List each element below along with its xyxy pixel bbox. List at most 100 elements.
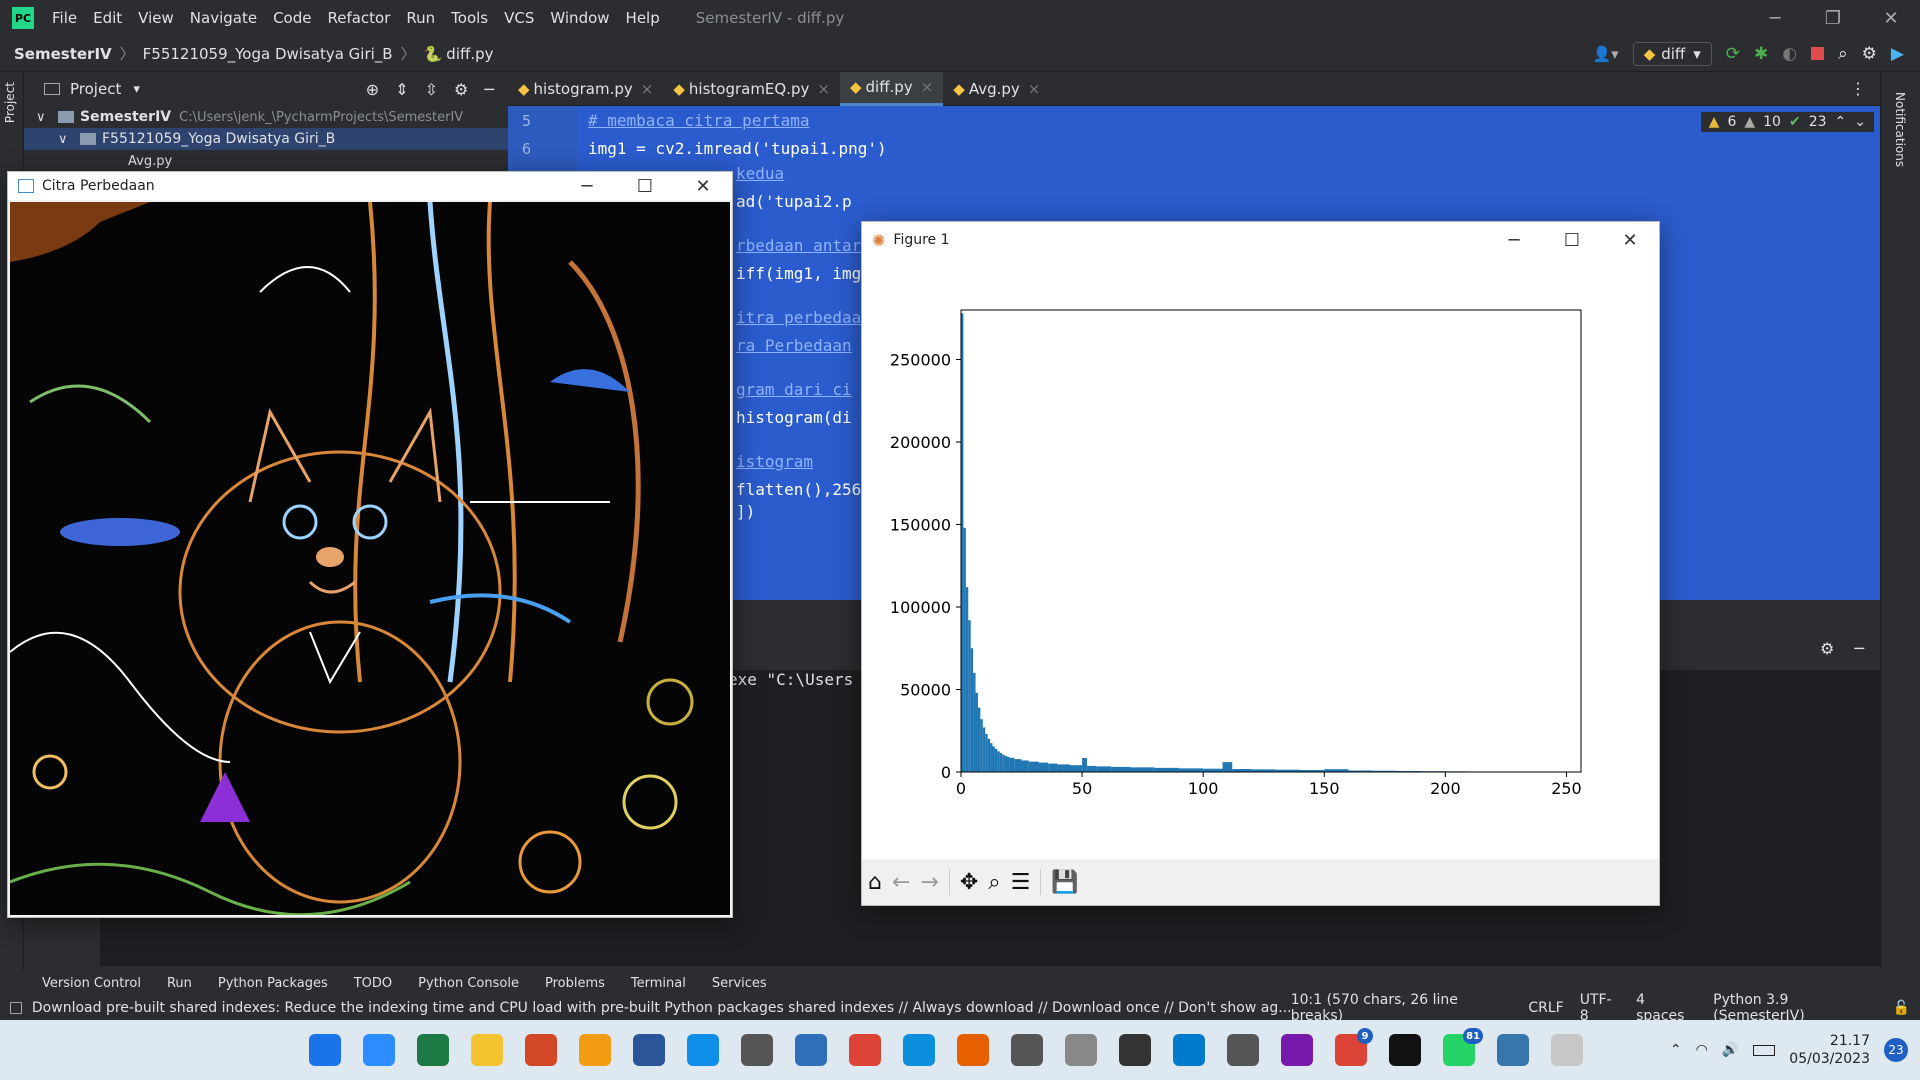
- close-icon[interactable]: ×: [817, 79, 830, 98]
- notification-badge[interactable]: 23: [1884, 1038, 1908, 1062]
- taskbar-python-icon[interactable]: [1497, 1034, 1529, 1066]
- tree-item-folder[interactable]: ∨ F55121059_Yoga Dwisatya Giri_B: [24, 128, 508, 150]
- gear-icon[interactable]: ⚙: [1820, 638, 1835, 658]
- run-config-selector[interactable]: ◆ diff ▾: [1632, 41, 1712, 66]
- more-options-icon[interactable]: ⋮: [1850, 79, 1866, 98]
- taskbar-excel-icon[interactable]: [417, 1034, 449, 1066]
- taskbar-onenote-icon[interactable]: [1281, 1034, 1313, 1066]
- gear-icon[interactable]: ⚙: [454, 79, 469, 99]
- chevron-up-icon[interactable]: ⌃: [1669, 1042, 1682, 1058]
- taskbar-app-icon[interactable]: [741, 1034, 773, 1066]
- menu-refactor[interactable]: Refactor: [327, 9, 391, 27]
- taskbar-word-icon[interactable]: [633, 1034, 665, 1066]
- status-item[interactable]: UTF-8: [1579, 992, 1612, 1024]
- tool-window-terminal[interactable]: Terminal: [630, 975, 686, 991]
- taskbar-notes-icon[interactable]: [1119, 1034, 1151, 1066]
- menu-code[interactable]: Code: [273, 9, 312, 27]
- configure-icon[interactable]: ☰: [1010, 869, 1031, 895]
- battery-icon[interactable]: [1753, 1044, 1776, 1056]
- taskbar-chrome-icon[interactable]: 9: [1335, 1028, 1373, 1066]
- tool-window-version-control[interactable]: Version Control: [42, 975, 141, 991]
- rerun-icon[interactable]: ⟳: [1725, 43, 1741, 64]
- chevron-down-icon[interactable]: ▾: [133, 81, 140, 97]
- taskbar-powerpoint-icon[interactable]: [525, 1034, 557, 1066]
- clock[interactable]: 21.17 05/03/2023: [1789, 1032, 1870, 1068]
- taskbar-figure-icon[interactable]: [1551, 1034, 1583, 1066]
- chevron-up-icon[interactable]: ⌃: [1834, 114, 1847, 130]
- menu-help[interactable]: Help: [625, 9, 660, 27]
- project-view-label[interactable]: Project: [70, 80, 122, 98]
- breadcrumb-project[interactable]: SemesterIV: [14, 44, 112, 63]
- maximize-button[interactable]: ☐: [636, 175, 654, 197]
- tab-histogrameq[interactable]: ◆ histogramEQ.py ×: [663, 72, 840, 106]
- taskbar-pdf-icon[interactable]: [579, 1034, 611, 1066]
- status-message[interactable]: Download pre-built shared indexes: Reduc…: [31, 1000, 1291, 1016]
- tool-window-problems[interactable]: Problems: [544, 975, 605, 991]
- taskbar-world-icon[interactable]: [795, 1034, 827, 1066]
- taskbar-whatsapp-icon[interactable]: 81: [1443, 1028, 1483, 1066]
- taskbar-windows-start-icon[interactable]: [309, 1034, 341, 1066]
- taskbar-firefox-icon[interactable]: [957, 1034, 989, 1066]
- hide-icon[interactable]: ─: [1854, 638, 1864, 658]
- tab-histogram[interactable]: ◆ histogram.py ×: [508, 72, 663, 106]
- menu-navigate[interactable]: Navigate: [189, 9, 258, 27]
- close-icon[interactable]: ×: [1027, 79, 1041, 98]
- tool-window-python-console[interactable]: Python Console: [418, 975, 519, 991]
- close-button[interactable]: ✕: [1883, 7, 1899, 29]
- back-icon[interactable]: ←: [891, 869, 911, 895]
- wifi-icon[interactable]: ◠: [1695, 1042, 1708, 1058]
- menu-view[interactable]: View: [138, 9, 174, 27]
- locate-icon[interactable]: ⊕: [365, 79, 380, 99]
- menu-window[interactable]: Window: [550, 9, 610, 27]
- menu-run[interactable]: Run: [406, 9, 436, 27]
- volume-icon[interactable]: 🔊: [1721, 1042, 1740, 1058]
- project-tool-tab[interactable]: Project: [3, 82, 17, 124]
- taskbar-app-icon[interactable]: [1227, 1034, 1259, 1066]
- status-item[interactable]: CRLF: [1528, 1000, 1564, 1016]
- taskbar-file-explorer-icon[interactable]: [471, 1034, 503, 1066]
- close-button[interactable]: ✕: [695, 175, 711, 197]
- taskbar-calculator-icon[interactable]: [1011, 1034, 1043, 1066]
- taskbar-chrome-icon[interactable]: [849, 1034, 881, 1066]
- taskbar-vscode-icon[interactable]: [1173, 1034, 1205, 1066]
- close-icon[interactable]: ×: [640, 79, 654, 98]
- collapse-all-icon[interactable]: ⇳: [424, 79, 439, 99]
- pan-icon[interactable]: ✥: [959, 869, 979, 895]
- tree-item-file[interactable]: Avg.py: [24, 150, 508, 172]
- menu-file[interactable]: File: [52, 9, 78, 27]
- debug-icon[interactable]: ✱: [1754, 43, 1769, 64]
- inspection-widget[interactable]: ▲ 6 ▲ 10 ✔ 23 ⌃ ⌄: [1700, 112, 1874, 132]
- stop-icon[interactable]: [1811, 47, 1825, 60]
- breadcrumb-folder[interactable]: F55121059_Yoga Dwisatya Giri_B: [142, 44, 393, 63]
- menu-tools[interactable]: Tools: [451, 9, 489, 27]
- zoom-icon[interactable]: ⌕: [988, 869, 1001, 895]
- tab-diff[interactable]: ◆ diff.py ×: [839, 71, 944, 106]
- save-icon[interactable]: 💾: [1051, 869, 1079, 895]
- lock-icon[interactable]: 🔓: [1892, 1000, 1910, 1016]
- tool-window-todo[interactable]: TODO: [353, 975, 393, 991]
- coverage-icon[interactable]: ◐: [1782, 43, 1798, 64]
- minimize-button[interactable]: ─: [581, 175, 593, 197]
- restore-button[interactable]: ❐: [1824, 7, 1842, 29]
- minimize-button[interactable]: ─: [1769, 7, 1781, 29]
- menu-edit[interactable]: Edit: [93, 9, 123, 27]
- taskbar-edge-icon[interactable]: [903, 1034, 935, 1066]
- taskbar-teamviewer-icon[interactable]: [687, 1034, 719, 1066]
- taskbar-printer-icon[interactable]: [1065, 1034, 1097, 1066]
- taskbar-pycharm-icon[interactable]: [1389, 1034, 1421, 1066]
- tree-item-root[interactable]: ∨ SemesterIV C:\Users\jenk_\PycharmProje…: [24, 106, 508, 128]
- taskbar-zoom-icon[interactable]: [363, 1034, 395, 1066]
- maximize-button[interactable]: ☐: [1563, 229, 1581, 251]
- search-icon[interactable]: ⌕: [1838, 43, 1848, 64]
- hide-icon[interactable]: ─: [484, 79, 494, 99]
- menu-vcs[interactable]: VCS: [504, 9, 535, 27]
- tool-window-services[interactable]: Services: [711, 975, 767, 991]
- user-icon[interactable]: 👤▾: [1592, 44, 1619, 63]
- notifications-tab[interactable]: Notifications: [1893, 92, 1907, 168]
- tool-window-python-packages[interactable]: Python Packages: [217, 975, 328, 991]
- breadcrumb-file[interactable]: diff.py: [446, 44, 494, 63]
- close-icon[interactable]: ×: [920, 78, 934, 96]
- home-icon[interactable]: ⌂: [868, 869, 882, 895]
- expand-all-icon[interactable]: ⇕: [395, 79, 409, 99]
- jetbrains-icon[interactable]: ▶: [1890, 43, 1904, 64]
